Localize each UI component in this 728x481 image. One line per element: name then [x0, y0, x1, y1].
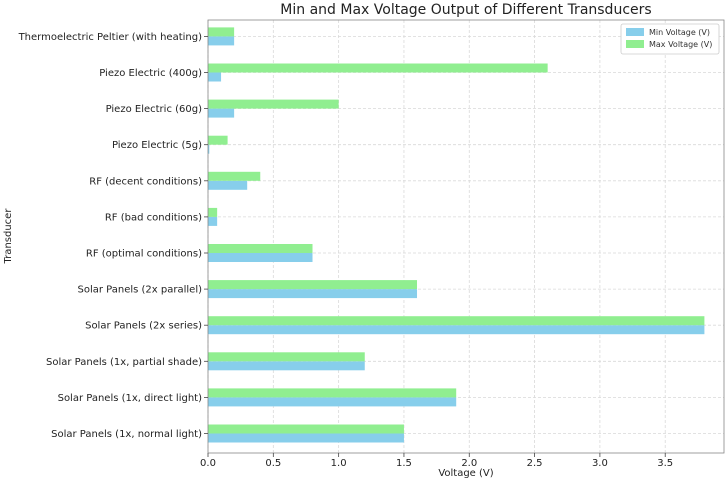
- x-tick-label: 2.0: [461, 458, 477, 469]
- bar-min-voltage: [208, 72, 222, 82]
- legend: Min Voltage (V) Max Voltage (V): [620, 23, 720, 55]
- legend-label-min: Min Voltage (V): [649, 28, 710, 37]
- bar-max-voltage: [208, 171, 261, 181]
- bar-min-voltage: [208, 289, 418, 299]
- plot-frame: [207, 19, 725, 454]
- bar-max-voltage: [208, 99, 339, 109]
- y-tick-label: Solar Panels (2x parallel): [78, 285, 203, 296]
- x-ticks: 0.0 0.5 1.0 1.5 2.0 2.5 3.0 3.5: [200, 453, 673, 469]
- y-tick-label: Solar Panels (1x, normal light): [51, 429, 202, 440]
- y-tick-label: Solar Panels (1x, partial shade): [46, 357, 202, 368]
- bar-min-voltage: [208, 180, 248, 190]
- bar-min-voltage: [208, 216, 218, 226]
- x-tick-label: 3.0: [592, 458, 608, 469]
- y-tick-label: Piezo Electric (60g): [106, 104, 202, 115]
- y-ticks: Solar Panels (1x, normal light) Solar Pan…: [18, 32, 208, 440]
- y-tick-label: RF (bad conditions): [105, 212, 202, 223]
- bar-max-voltage: [208, 207, 218, 217]
- legend-swatch-min: [626, 28, 644, 36]
- y-tick-label: Solar Panels (2x series): [85, 321, 202, 332]
- y-tick-label: Solar Panels (1x, direct light): [58, 393, 202, 404]
- bar-max-voltage: [208, 63, 548, 73]
- bar-max-voltage: [208, 280, 418, 290]
- bar-max-voltage: [208, 424, 404, 434]
- y-tick-label: Piezo Electric (5g): [112, 140, 202, 151]
- y-tick-label: Thermoelectric Peltier (with heating): [18, 32, 203, 43]
- x-tick-label: 1.0: [331, 458, 347, 469]
- y-axis-label: Transducer: [3, 208, 14, 265]
- y-tick-label: RF (optimal conditions): [86, 249, 202, 260]
- bar-min-voltage: [208, 361, 365, 371]
- x-tick-label: 0.0: [200, 458, 216, 469]
- y-tick-label: RF (decent conditions): [89, 176, 202, 187]
- bar-max-voltage: [208, 244, 313, 253]
- bar-min-voltage: [208, 433, 404, 443]
- y-tick-label: Piezo Electric (400g): [99, 68, 202, 79]
- x-tick-label: 3.5: [657, 458, 673, 469]
- bar-max-voltage: [208, 135, 228, 145]
- bar-max-voltage: [208, 352, 365, 362]
- chart-title: Min and Max Voltage Output of Different …: [280, 2, 651, 18]
- bar-max-voltage: [208, 27, 235, 37]
- x-tick-label: 2.5: [527, 458, 543, 469]
- bar-min-voltage: [208, 36, 235, 46]
- bar-max-voltage: [208, 388, 457, 398]
- bars: [208, 27, 705, 443]
- bar-min-voltage: [208, 108, 235, 118]
- legend-swatch-max: [626, 40, 644, 48]
- bar-min-voltage: [208, 144, 210, 154]
- bar-min-voltage: [208, 325, 705, 335]
- grid: [207, 20, 724, 453]
- x-tick-label: 1.5: [396, 458, 412, 469]
- legend-box: [620, 23, 720, 55]
- bar-min-voltage: [208, 397, 457, 407]
- x-tick-label: 0.5: [265, 458, 281, 469]
- x-axis-label: Voltage (V): [438, 468, 493, 479]
- legend-label-max: Max Voltage (V): [649, 40, 712, 49]
- bar-min-voltage: [208, 253, 313, 262]
- bar-max-voltage: [208, 316, 705, 326]
